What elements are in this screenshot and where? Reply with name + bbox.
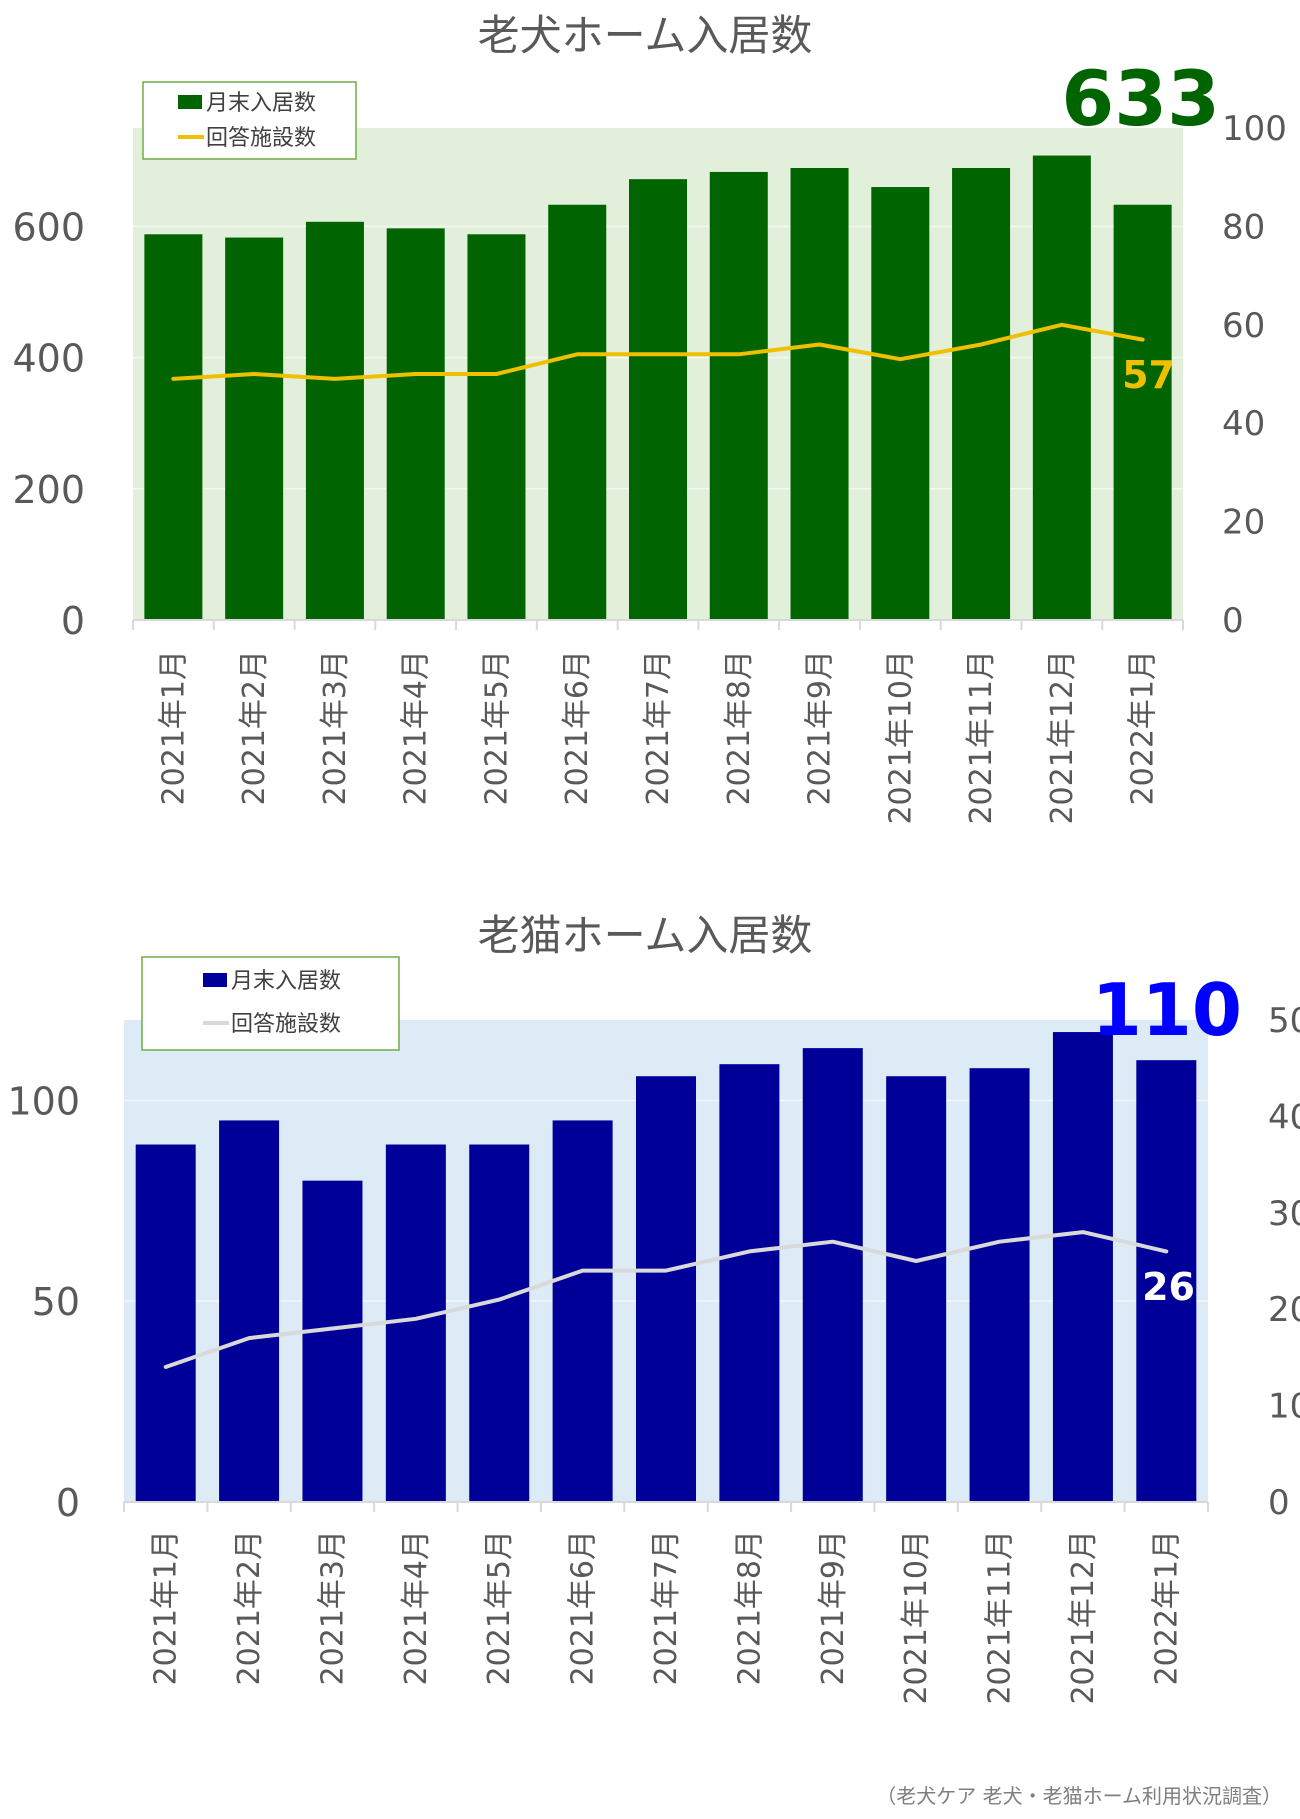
bar bbox=[791, 168, 849, 620]
legend-bar-swatch bbox=[178, 95, 202, 109]
chart-title: 老猫ホーム入居数 bbox=[478, 911, 813, 960]
x-tick-label: 2021年7月 bbox=[649, 1530, 684, 1685]
source-note: （老犬ケア 老犬・老猫ホーム利用状況調査） bbox=[876, 1780, 1282, 1809]
y-right-tick-label: 40 bbox=[1222, 404, 1265, 444]
bar bbox=[710, 172, 768, 620]
y-left-tick-label: 100 bbox=[7, 1079, 80, 1123]
x-tick-label: 2021年4月 bbox=[399, 1530, 434, 1685]
x-tick-label: 2021年11月 bbox=[983, 1530, 1018, 1705]
latest-bar-value-label: 110 bbox=[1092, 968, 1242, 1052]
x-tick-label: 2021年12月 bbox=[1045, 650, 1080, 825]
chart-1: 老犬ホーム入居数 0 200 400 600 0 20 40 60 80 100 2021年1月 202… bbox=[12, 11, 1286, 825]
latest-bar-value-label: 633 bbox=[1061, 54, 1220, 143]
y-right-tick-label: 40 bbox=[1268, 1097, 1300, 1137]
bar bbox=[719, 1064, 779, 1502]
y-right-tick-label: 20 bbox=[1222, 503, 1265, 543]
bar bbox=[1033, 156, 1091, 620]
x-tick-label: 2021年9月 bbox=[803, 650, 838, 805]
bar bbox=[386, 1145, 446, 1502]
y-right-tick-label: 100 bbox=[1222, 109, 1287, 149]
x-tick-label: 2021年9月 bbox=[816, 1530, 851, 1685]
bar bbox=[970, 1068, 1030, 1502]
latest-line-value-label: 57 bbox=[1122, 353, 1175, 397]
y-right-tick-label: 10 bbox=[1268, 1387, 1300, 1427]
legend-line-label: 回答施設数 bbox=[231, 1012, 341, 1037]
bar bbox=[225, 238, 283, 620]
y-right-tick-label: 0 bbox=[1222, 601, 1244, 641]
bar bbox=[469, 1145, 529, 1502]
x-tick-label: 2021年5月 bbox=[479, 650, 514, 805]
legend-bar-swatch bbox=[203, 973, 227, 987]
y-right-tick-label: 20 bbox=[1268, 1290, 1300, 1330]
bar bbox=[636, 1076, 696, 1502]
y-right-tick-label: 60 bbox=[1222, 306, 1265, 346]
legend-bar-label: 月末入居数 bbox=[206, 91, 316, 116]
y-left-tick-label: 0 bbox=[61, 599, 85, 643]
bar bbox=[306, 222, 364, 620]
bar bbox=[548, 205, 606, 620]
x-tick-label: 2021年3月 bbox=[318, 650, 353, 805]
bar bbox=[144, 234, 202, 620]
y-right-tick-label: 30 bbox=[1268, 1194, 1300, 1234]
bar bbox=[387, 228, 445, 620]
x-tick-label: 2021年10月 bbox=[883, 650, 918, 825]
y-right-tick-label: 50 bbox=[1268, 1001, 1300, 1041]
bar bbox=[467, 234, 525, 620]
x-tick-label: 2021年5月 bbox=[482, 1530, 517, 1685]
x-tick-label: 2022年1月 bbox=[1126, 650, 1161, 805]
bar bbox=[553, 1120, 613, 1502]
x-tick-label: 2021年12月 bbox=[1066, 1530, 1101, 1705]
y-left-tick-label: 600 bbox=[12, 205, 85, 249]
y-left-tick-label: 50 bbox=[32, 1280, 80, 1324]
bar bbox=[871, 187, 929, 620]
bar bbox=[1053, 1032, 1113, 1502]
x-tick-label: 2021年1月 bbox=[149, 1530, 184, 1685]
bar bbox=[136, 1145, 196, 1502]
x-tick-label: 2021年11月 bbox=[964, 650, 999, 825]
x-tick-label: 2021年4月 bbox=[399, 650, 434, 805]
y-left-tick-label: 400 bbox=[12, 337, 85, 381]
y-right-tick-label: 80 bbox=[1222, 207, 1265, 247]
bar bbox=[952, 168, 1010, 620]
bar bbox=[1114, 205, 1172, 620]
legend-line-label: 回答施設数 bbox=[206, 126, 316, 151]
x-tick-label: 2021年3月 bbox=[315, 1530, 350, 1685]
x-tick-label: 2021年6月 bbox=[566, 1530, 601, 1685]
x-tick-label: 2021年2月 bbox=[237, 650, 272, 805]
x-tick-label: 2021年2月 bbox=[232, 1530, 267, 1685]
chart-title: 老犬ホーム入居数 bbox=[478, 11, 813, 60]
bar bbox=[803, 1048, 863, 1502]
x-tick-label: 2021年1月 bbox=[156, 650, 191, 805]
x-tick-label: 2021年10月 bbox=[899, 1530, 934, 1705]
bar bbox=[629, 179, 687, 620]
y-left-tick-label: 0 bbox=[56, 1481, 80, 1525]
chart-2: 老猫ホーム入居数 0 50 100 0 10 20 30 40 50 2021年1月 2021年2月 2… bbox=[7, 911, 1300, 1705]
bar bbox=[219, 1120, 279, 1502]
bar bbox=[886, 1076, 946, 1502]
bar bbox=[302, 1181, 362, 1502]
latest-line-value-label: 26 bbox=[1142, 1265, 1195, 1309]
y-right-tick-label: 0 bbox=[1268, 1483, 1290, 1523]
y-left-tick-label: 200 bbox=[12, 468, 85, 512]
x-tick-label: 2021年8月 bbox=[732, 1530, 767, 1685]
x-tick-label: 2022年1月 bbox=[1149, 1530, 1184, 1685]
legend-bar-label: 月末入居数 bbox=[231, 969, 341, 994]
x-tick-label: 2021年6月 bbox=[560, 650, 595, 805]
x-tick-label: 2021年8月 bbox=[722, 650, 757, 805]
x-tick-label: 2021年7月 bbox=[641, 650, 676, 805]
